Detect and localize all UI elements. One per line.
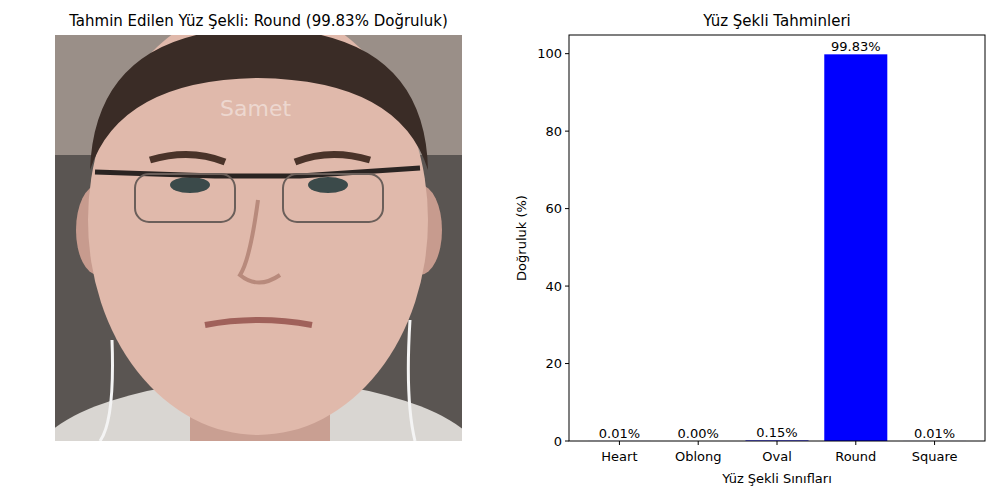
y-tick	[565, 53, 569, 54]
x-tick	[698, 441, 699, 445]
y-tick	[565, 441, 569, 442]
y-tick	[565, 208, 569, 209]
watermark: Samet	[220, 96, 291, 121]
x-tick-label: Heart	[601, 449, 637, 464]
nose	[240, 200, 280, 283]
mouth	[205, 320, 312, 325]
hair	[90, 35, 428, 170]
x-tick	[777, 441, 778, 445]
face	[88, 35, 428, 435]
x-tick-label: Square	[912, 449, 958, 464]
data-label: 0.01%	[599, 426, 640, 441]
eyebrow	[295, 154, 370, 162]
bar-chart: Yüz Şekli Tahminleri 0.01% 0.00% 0.15% 99.83…	[514, 12, 985, 486]
y-tick	[565, 131, 569, 132]
y-tick-label: 100	[537, 46, 562, 61]
x-tick-label: Oblong	[675, 449, 722, 464]
y-tick-label: 0	[554, 434, 562, 449]
figure: Tahmin Edilen Yüz Şekli: Round (99.83% D…	[0, 0, 1000, 500]
bars	[588, 54, 966, 441]
x-tick	[855, 441, 856, 445]
y-tick-label: 40	[545, 279, 562, 294]
bar	[824, 54, 887, 441]
plot-frame	[569, 35, 985, 441]
y-tick-label: 80	[545, 124, 562, 139]
chart-title: Yüz Şekli Tahminleri	[702, 12, 851, 30]
image-content: Samet	[55, 35, 462, 441]
x-tick-label: Round	[835, 449, 876, 464]
x-axis-label: Yüz Şekli Sınıfları	[721, 471, 832, 486]
y-tick	[565, 363, 569, 364]
x-tick	[619, 441, 620, 445]
x-tick-label: Oval	[762, 449, 792, 464]
glasses-lens	[283, 174, 383, 222]
glasses-lens	[135, 174, 235, 222]
y-tick-label: 60	[545, 201, 562, 216]
data-label: 0.00%	[678, 426, 719, 441]
eye	[170, 177, 210, 193]
image-title: Tahmin Edilen Yüz Şekli: Round (99.83% D…	[68, 12, 448, 30]
data-label: 0.01%	[914, 426, 955, 441]
data-label: 0.15%	[756, 425, 797, 440]
x-tick	[934, 441, 935, 445]
eyebrow	[150, 154, 225, 162]
face-image: Samet	[28, 5, 488, 500]
y-tick-label: 20	[545, 356, 562, 371]
y-tick	[565, 286, 569, 287]
data-label: 99.83%	[831, 39, 881, 54]
earphone-wire	[100, 340, 113, 441]
eye	[308, 177, 348, 193]
y-axis-label: Doğruluk (%)	[514, 195, 529, 281]
earphone-wire	[408, 320, 415, 441]
